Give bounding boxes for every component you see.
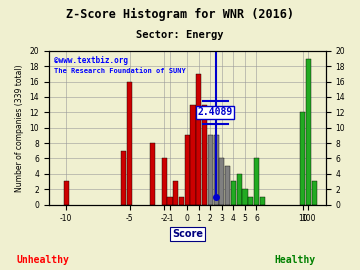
Bar xyxy=(260,197,265,204)
Bar xyxy=(179,197,184,204)
Text: 2.4089: 2.4089 xyxy=(197,107,233,117)
Bar xyxy=(202,105,207,204)
X-axis label: Score: Score xyxy=(172,229,203,239)
Bar xyxy=(167,197,172,204)
Bar xyxy=(219,158,225,204)
Bar xyxy=(231,181,236,204)
Bar xyxy=(300,112,305,204)
Bar xyxy=(173,181,178,204)
Bar xyxy=(162,158,167,204)
Text: ©www.textbiz.org: ©www.textbiz.org xyxy=(54,56,129,65)
Bar xyxy=(311,181,317,204)
Bar xyxy=(248,197,253,204)
Bar xyxy=(127,82,132,204)
Bar xyxy=(121,151,126,204)
Bar xyxy=(306,59,311,204)
Text: The Research Foundation of SUNY: The Research Foundation of SUNY xyxy=(54,68,186,74)
Bar xyxy=(254,158,259,204)
Text: Healthy: Healthy xyxy=(275,255,316,265)
Bar xyxy=(190,105,195,204)
Bar xyxy=(237,174,242,204)
Bar xyxy=(213,135,219,204)
Y-axis label: Number of companies (339 total): Number of companies (339 total) xyxy=(15,64,24,191)
Text: Sector: Energy: Sector: Energy xyxy=(136,30,224,40)
Bar xyxy=(225,166,230,204)
Text: Unhealthy: Unhealthy xyxy=(17,255,69,265)
Text: Z-Score Histogram for WNR (2016): Z-Score Histogram for WNR (2016) xyxy=(66,8,294,21)
Bar xyxy=(150,143,155,204)
Bar xyxy=(196,74,201,204)
Bar xyxy=(64,181,69,204)
Bar xyxy=(185,135,190,204)
Bar xyxy=(208,135,213,204)
Bar xyxy=(242,189,248,204)
